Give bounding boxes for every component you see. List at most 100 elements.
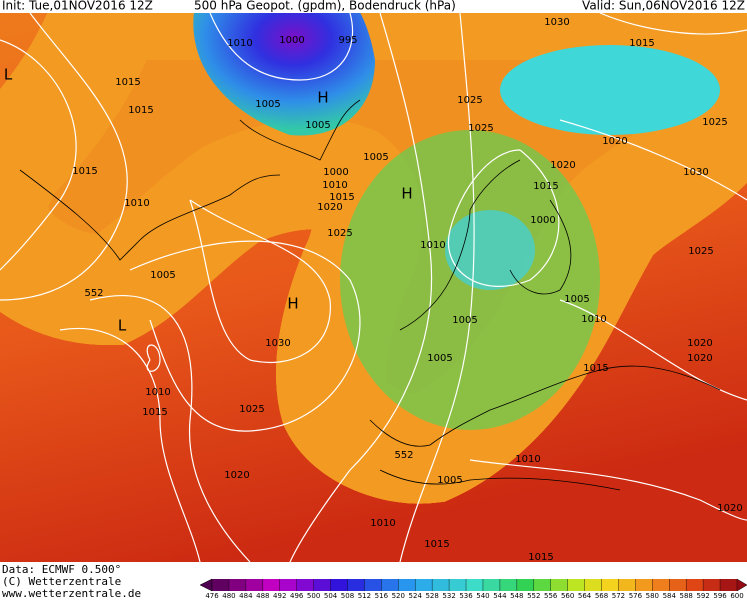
blue-region: [193, 13, 375, 136]
isobars: [0, 13, 747, 562]
isobar-label: 1020: [687, 353, 712, 364]
colorbar-label: 524: [409, 592, 423, 600]
isobar-label: 1005: [427, 353, 452, 364]
colorbar-label: 596: [713, 592, 727, 600]
colorbar-swatch: [533, 579, 552, 591]
isobar-label: 1030: [683, 167, 708, 178]
colorbar-swatch: [364, 579, 382, 591]
data-source: Data: ECMWF 0.500°: [2, 563, 121, 576]
isobar-label: 1030: [265, 338, 290, 349]
isobar-label: 1020: [317, 202, 342, 213]
colorbar-swatch: [398, 579, 416, 591]
colorbar-label: 528: [425, 592, 438, 600]
colorbar-label: 540: [476, 592, 489, 600]
colorbar-swatch: [381, 579, 399, 591]
colorbar-label: 568: [595, 592, 608, 600]
colorbar-label: 576: [629, 592, 643, 600]
colorbar-swatch: [449, 579, 467, 591]
colorbar-swatch: [245, 579, 264, 591]
coastlines: [19, 99, 721, 491]
colorbar-label: 492: [273, 592, 286, 600]
isobar-label: 1010: [420, 240, 445, 251]
header-bg: [0, 0, 747, 13]
colorbar-swatch: [415, 579, 433, 591]
colorbar-swatch: [652, 579, 670, 591]
colorbar-label: 572: [612, 592, 625, 600]
colorbar-label: 588: [680, 592, 693, 600]
colorbar-swatch: [313, 579, 331, 591]
isobar-label: 1005: [437, 475, 462, 486]
isobar-label: 1010: [145, 387, 170, 398]
colorbar-swatch: [516, 579, 535, 591]
isobar-label: 552: [84, 288, 103, 299]
colorbar-label: 532: [442, 592, 455, 600]
isobar-label: 1015: [115, 77, 140, 88]
isobar-label: 1020: [550, 160, 575, 171]
pressure-center: H: [317, 89, 328, 107]
valid-time: Valid: Sun,06NOV2016 12Z: [582, 0, 745, 13]
colorbar-label: 516: [375, 592, 389, 600]
isobar-label: 1010: [370, 518, 395, 529]
isobar-label: 1015: [329, 192, 354, 203]
colorbar-label: 556: [544, 592, 558, 600]
pressure-center: H: [287, 295, 298, 313]
isobar-label: 1025: [457, 95, 482, 106]
colorbar-swatch: [567, 579, 585, 591]
isobar-label: 1010: [515, 454, 540, 465]
isobar-label: 1025: [468, 123, 493, 134]
colorbar-label: 580: [646, 592, 659, 600]
isobar-label: 1015: [528, 552, 553, 563]
isobar-label: 1015: [424, 539, 449, 550]
isobar-label: 1020: [224, 470, 249, 481]
colorbar-swatch: [720, 579, 738, 591]
colorbar-label: 584: [663, 592, 677, 600]
isobar-label: 1005: [255, 99, 280, 110]
isobar-label: 552: [394, 450, 413, 461]
colorbar-swatch: [330, 579, 348, 591]
isobar-label: 1015: [142, 407, 167, 418]
colorbar-swatch: [618, 579, 636, 591]
colorbar-swatch: [228, 579, 247, 591]
map-area: [0, 13, 747, 562]
colorbar-label: 512: [358, 592, 371, 600]
cyan-region: [500, 45, 720, 135]
colorbar-swatch: [296, 579, 314, 591]
isobar-label: 1010: [227, 38, 252, 49]
isobar-label: 1010: [581, 314, 606, 325]
isobar-label: 1010: [124, 198, 149, 209]
isobar-label: 1000: [530, 215, 555, 226]
isobar-label: 1005: [305, 120, 330, 131]
colorbar-swatch: [499, 579, 518, 591]
isobar-label: 1010: [322, 180, 347, 191]
colorbar-swatch: [584, 579, 602, 591]
colorbar-swatch: [601, 579, 619, 591]
colorbar-label: 504: [324, 592, 338, 600]
isobar-label: 1025: [327, 228, 352, 239]
colorbar-label: 496: [290, 592, 304, 600]
colorbar-swatch: [279, 579, 297, 591]
colorbar-label: 560: [561, 592, 574, 600]
colorbar-swatch: [466, 579, 484, 591]
isobar-label: 995: [338, 35, 357, 46]
colorbar: 476 480 484 488 492 496 500 504 508 512 516 520 524 5…: [199, 578, 747, 600]
colorbar-swatch: [635, 579, 653, 591]
isobar-label: 1025: [239, 404, 264, 415]
pressure-center: H: [401, 185, 412, 203]
colorbar-label: 600: [730, 592, 743, 600]
colorbar-label: 552: [527, 592, 540, 600]
isobar-label: 1000: [323, 167, 348, 178]
isobar-label: 1005: [564, 294, 589, 305]
isobar-label: 1020: [717, 503, 742, 514]
isobar-label: 1025: [702, 117, 727, 128]
url: www.wetterzentrale.de: [2, 587, 141, 600]
pressure-center: L: [4, 66, 13, 84]
isobar-label: 1020: [687, 338, 712, 349]
colorbar-label: 500: [307, 592, 320, 600]
colorbar-swatch: [432, 579, 450, 591]
isobar-label: 1015: [128, 105, 153, 116]
isobar-label: 1005: [363, 152, 388, 163]
isobar-label: 1030: [544, 17, 569, 28]
